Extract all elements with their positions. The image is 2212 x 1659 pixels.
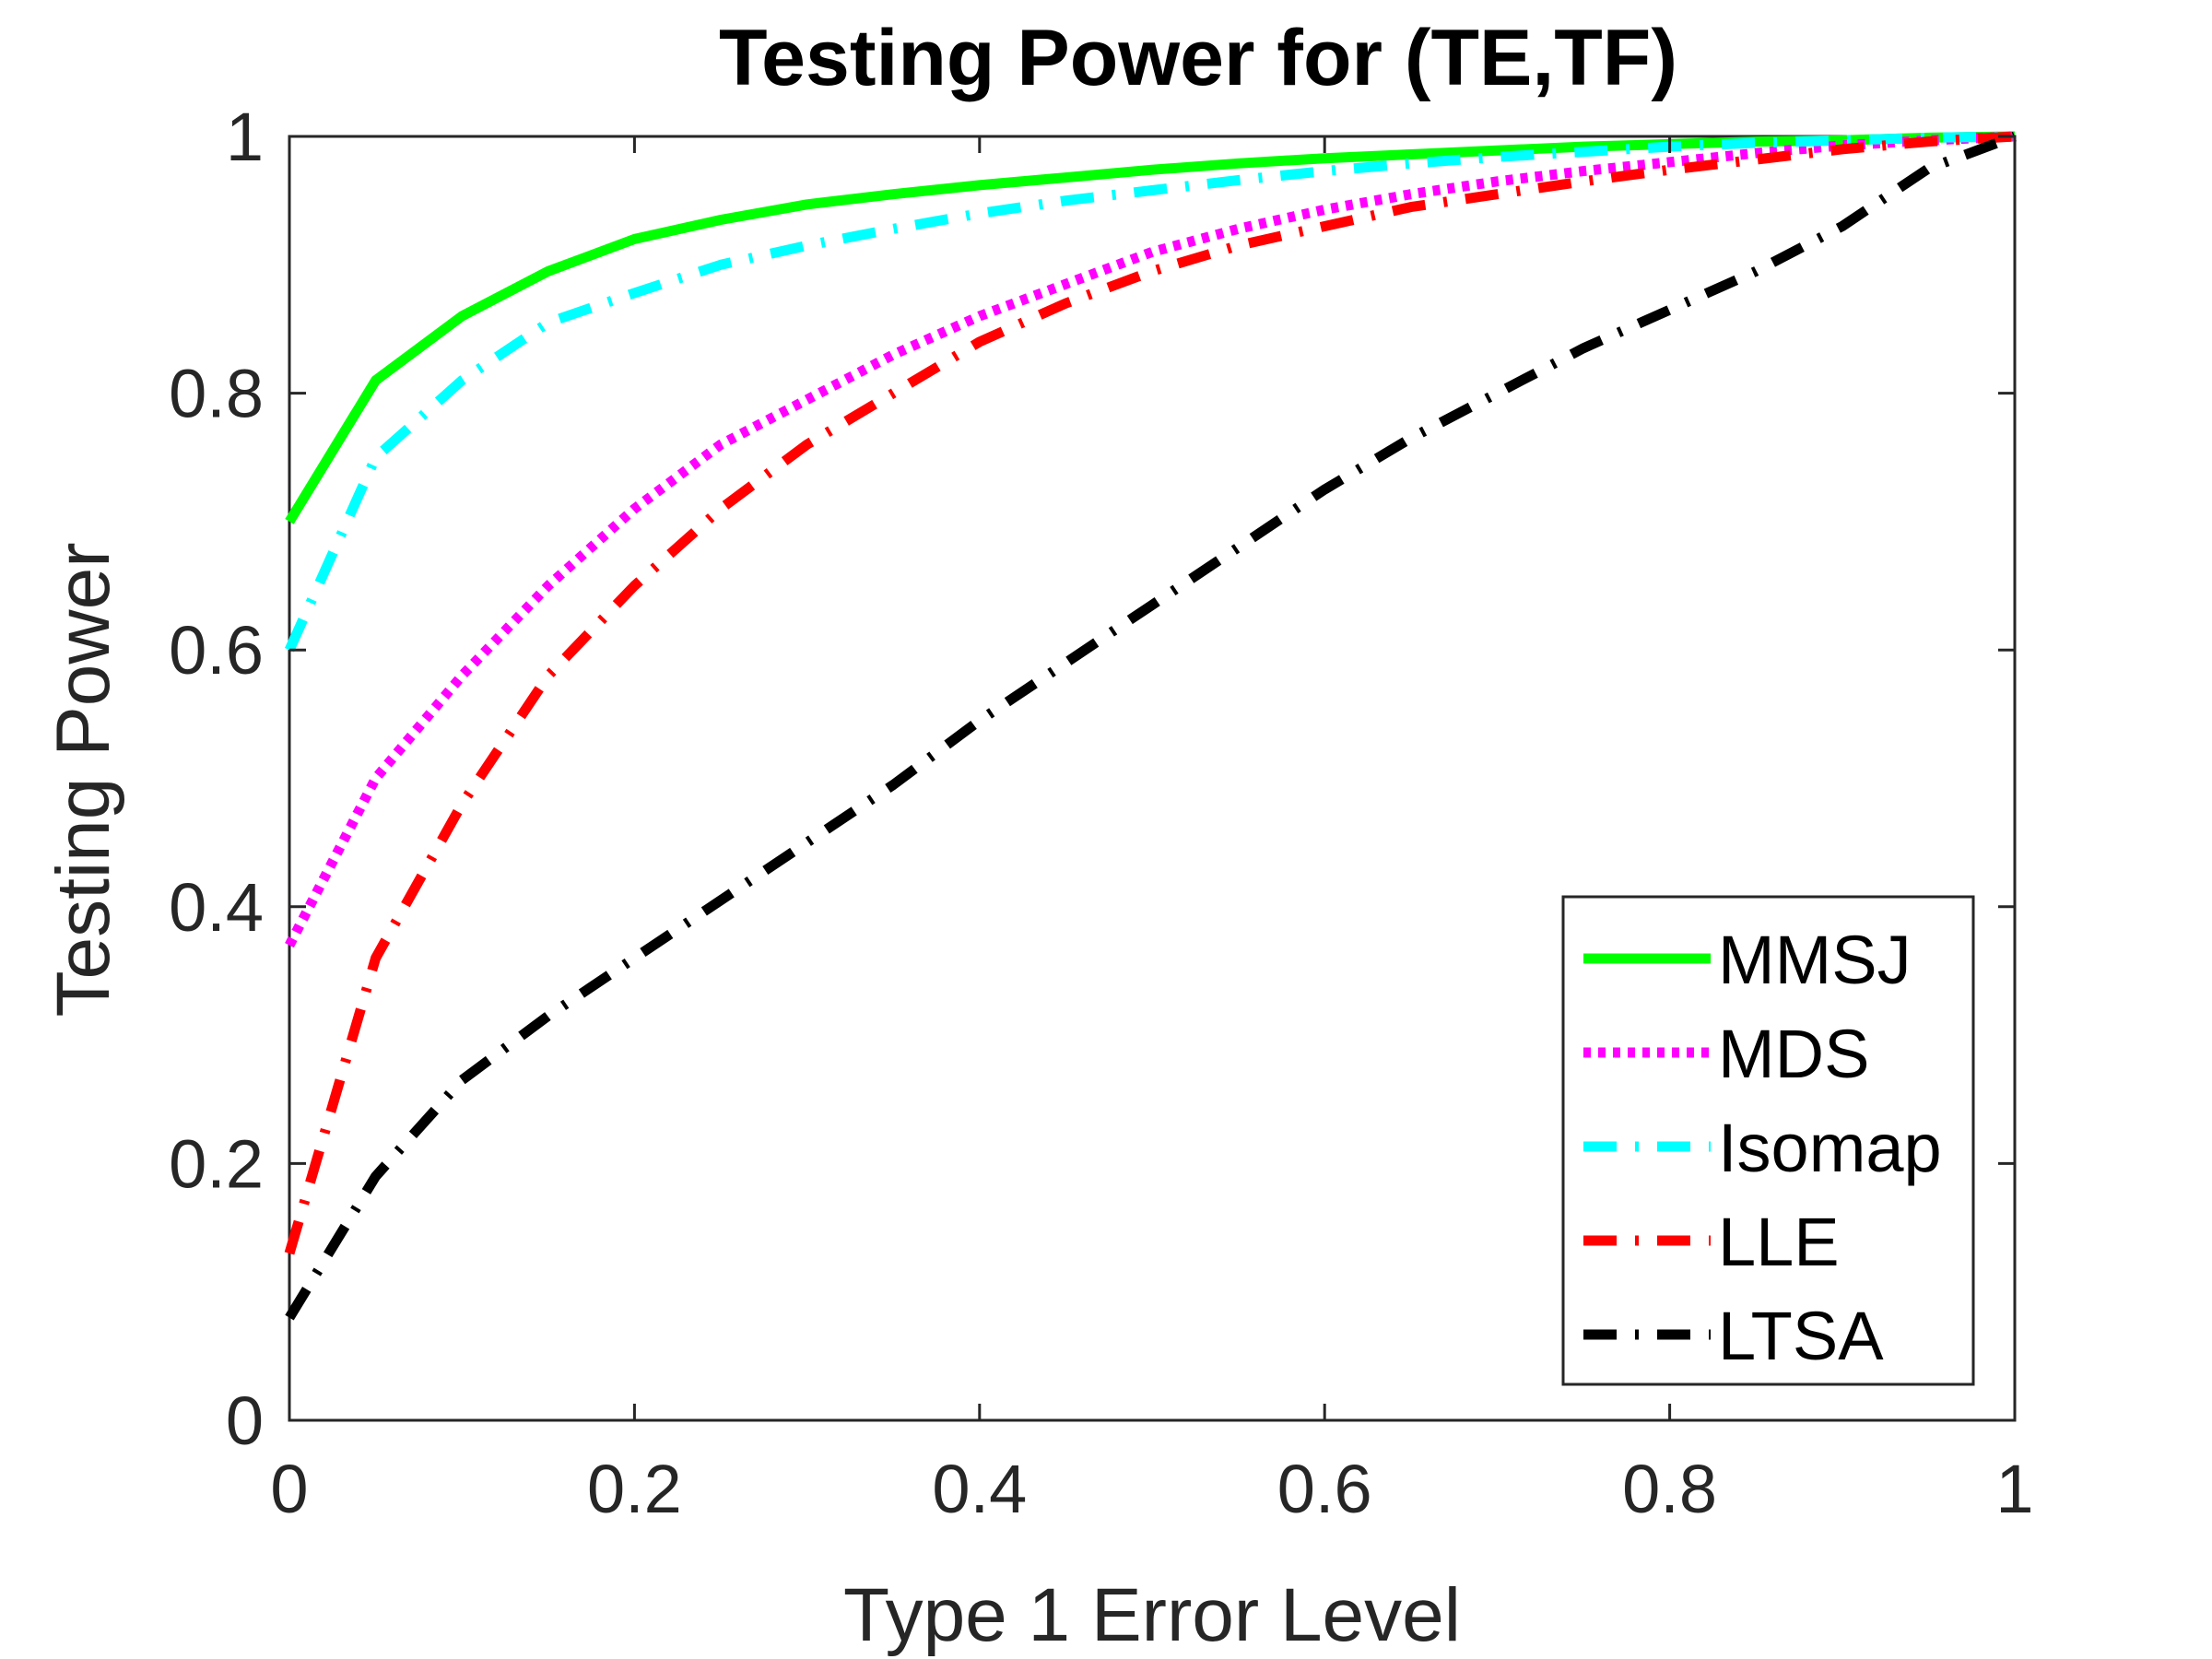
series-line-isomap xyxy=(284,131,2016,653)
legend-item-isomap: Isomap xyxy=(1583,1110,1942,1186)
legend-item-ltsa: LTSA xyxy=(1583,1298,1884,1374)
y-tick-label: 1 xyxy=(226,99,264,175)
x-tick-label: 1 xyxy=(1995,1451,2033,1527)
y-tick-label: 0 xyxy=(226,1382,264,1459)
y-tick-label: 0.6 xyxy=(169,612,264,688)
chart-title: Testing Power for (TE,TF) xyxy=(719,14,1677,102)
y-tick-label: 0.2 xyxy=(169,1125,264,1202)
series-layer xyxy=(284,131,2017,1321)
y-tick-label: 0.4 xyxy=(169,869,264,946)
chart-legend: MMSJ MDS Isomap LLE LTSA xyxy=(1561,895,1975,1386)
tick-layer: 0 0.2 0.4 0.6 0.8 1 0 0.2 0.4 0.6 0.8 1 xyxy=(169,99,2033,1527)
legend-label: Isomap xyxy=(1718,1110,1942,1186)
x-tick-label: 0 xyxy=(270,1451,308,1527)
y-axis-label: Testing Power xyxy=(41,542,125,1017)
legend-box xyxy=(1561,895,1975,1386)
y-tick-label: 0.8 xyxy=(169,356,264,432)
series-line-ltsa xyxy=(285,131,2017,1321)
legend-items: MMSJ MDS Isomap LLE LTSA xyxy=(1583,922,1942,1374)
legend-label: MMSJ xyxy=(1718,922,1912,998)
x-tick-label: 0.4 xyxy=(932,1451,1027,1527)
series-line-mds xyxy=(285,131,2016,948)
series-line-lle xyxy=(284,131,2016,1255)
x-tick-label: 0.2 xyxy=(587,1451,682,1527)
legend-label: MDS xyxy=(1718,1016,1869,1092)
legend-item-mds: MDS xyxy=(1583,1016,1869,1092)
x-tick-label: 0.8 xyxy=(1622,1451,1717,1527)
legend-label: LLE xyxy=(1718,1204,1840,1280)
legend-label: LTSA xyxy=(1718,1298,1884,1374)
x-axis-label: Type 1 Error Level xyxy=(843,1573,1461,1657)
legend-item-mmsj: MMSJ xyxy=(1583,922,1912,998)
legend-item-lle: LLE xyxy=(1583,1204,1840,1280)
x-tick-label: 0.6 xyxy=(1277,1451,1372,1527)
